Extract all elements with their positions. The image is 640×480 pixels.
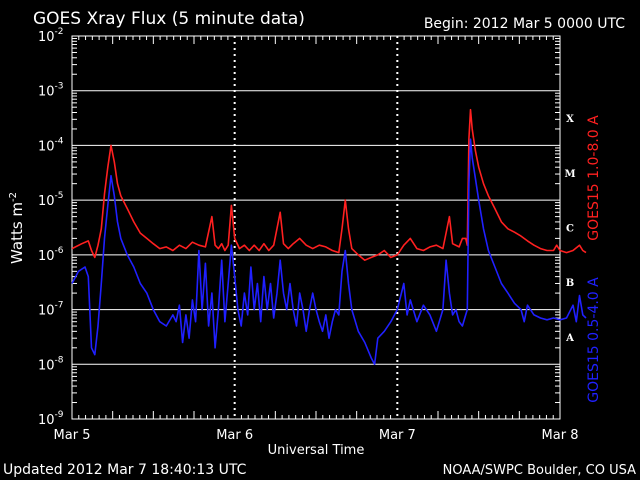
y-tick-label: 10-3 xyxy=(38,82,64,100)
flare-class-label: X xyxy=(566,114,574,125)
y-axis-label: Watts m-2 xyxy=(8,192,26,264)
y-tick-labels: 10-9 10-8 10-7 10-6 10-5 10-4 10-3 10-2 xyxy=(38,27,64,428)
y-tick-label: 10-6 xyxy=(38,246,64,264)
chart-title: GOES Xray Flux (5 minute data) xyxy=(33,9,305,29)
y-tick-label: 10-7 xyxy=(38,301,64,319)
x-tick-label: Mar 6 xyxy=(216,428,253,443)
y-tick-label: 10-4 xyxy=(38,136,64,154)
updated-timestamp: Updated 2012 Mar 7 18:40:13 UTC xyxy=(3,462,247,478)
series-lines xyxy=(71,108,587,366)
x-axis-label: Universal Time xyxy=(268,443,365,458)
legend-long-channel: GOES15 1.0-8.0 A xyxy=(586,115,602,241)
y-tick-label: 10-8 xyxy=(38,355,64,373)
flare-class-label: C xyxy=(566,224,574,235)
x-tick-label: Mar 8 xyxy=(542,428,579,443)
x-tick-label: Mar 5 xyxy=(54,428,91,443)
x-tick-label: Mar 7 xyxy=(379,428,416,443)
series-line-short-channel xyxy=(71,138,587,366)
y-tick-label: 10-5 xyxy=(38,191,64,209)
flare-class-label: A xyxy=(565,333,574,344)
flare-class-label: M xyxy=(564,169,575,180)
y-tick-label: 10-2 xyxy=(38,27,64,45)
legend-short-channel: GOES15 0.5-4.0 A xyxy=(586,277,602,403)
begin-time-label: Begin: 2012 Mar 5 0000 UTC xyxy=(424,16,625,32)
credit-label: NOAA/SWPC Boulder, CO USA xyxy=(443,463,636,478)
y-tick-label: 10-9 xyxy=(38,410,64,428)
flare-class-labels: X M C B A xyxy=(564,114,575,344)
series-line-long-channel xyxy=(71,108,587,261)
flare-class-label: B xyxy=(566,278,574,289)
x-tick-labels: Mar 5 Mar 6 Mar 7 Mar 8 xyxy=(54,428,579,443)
